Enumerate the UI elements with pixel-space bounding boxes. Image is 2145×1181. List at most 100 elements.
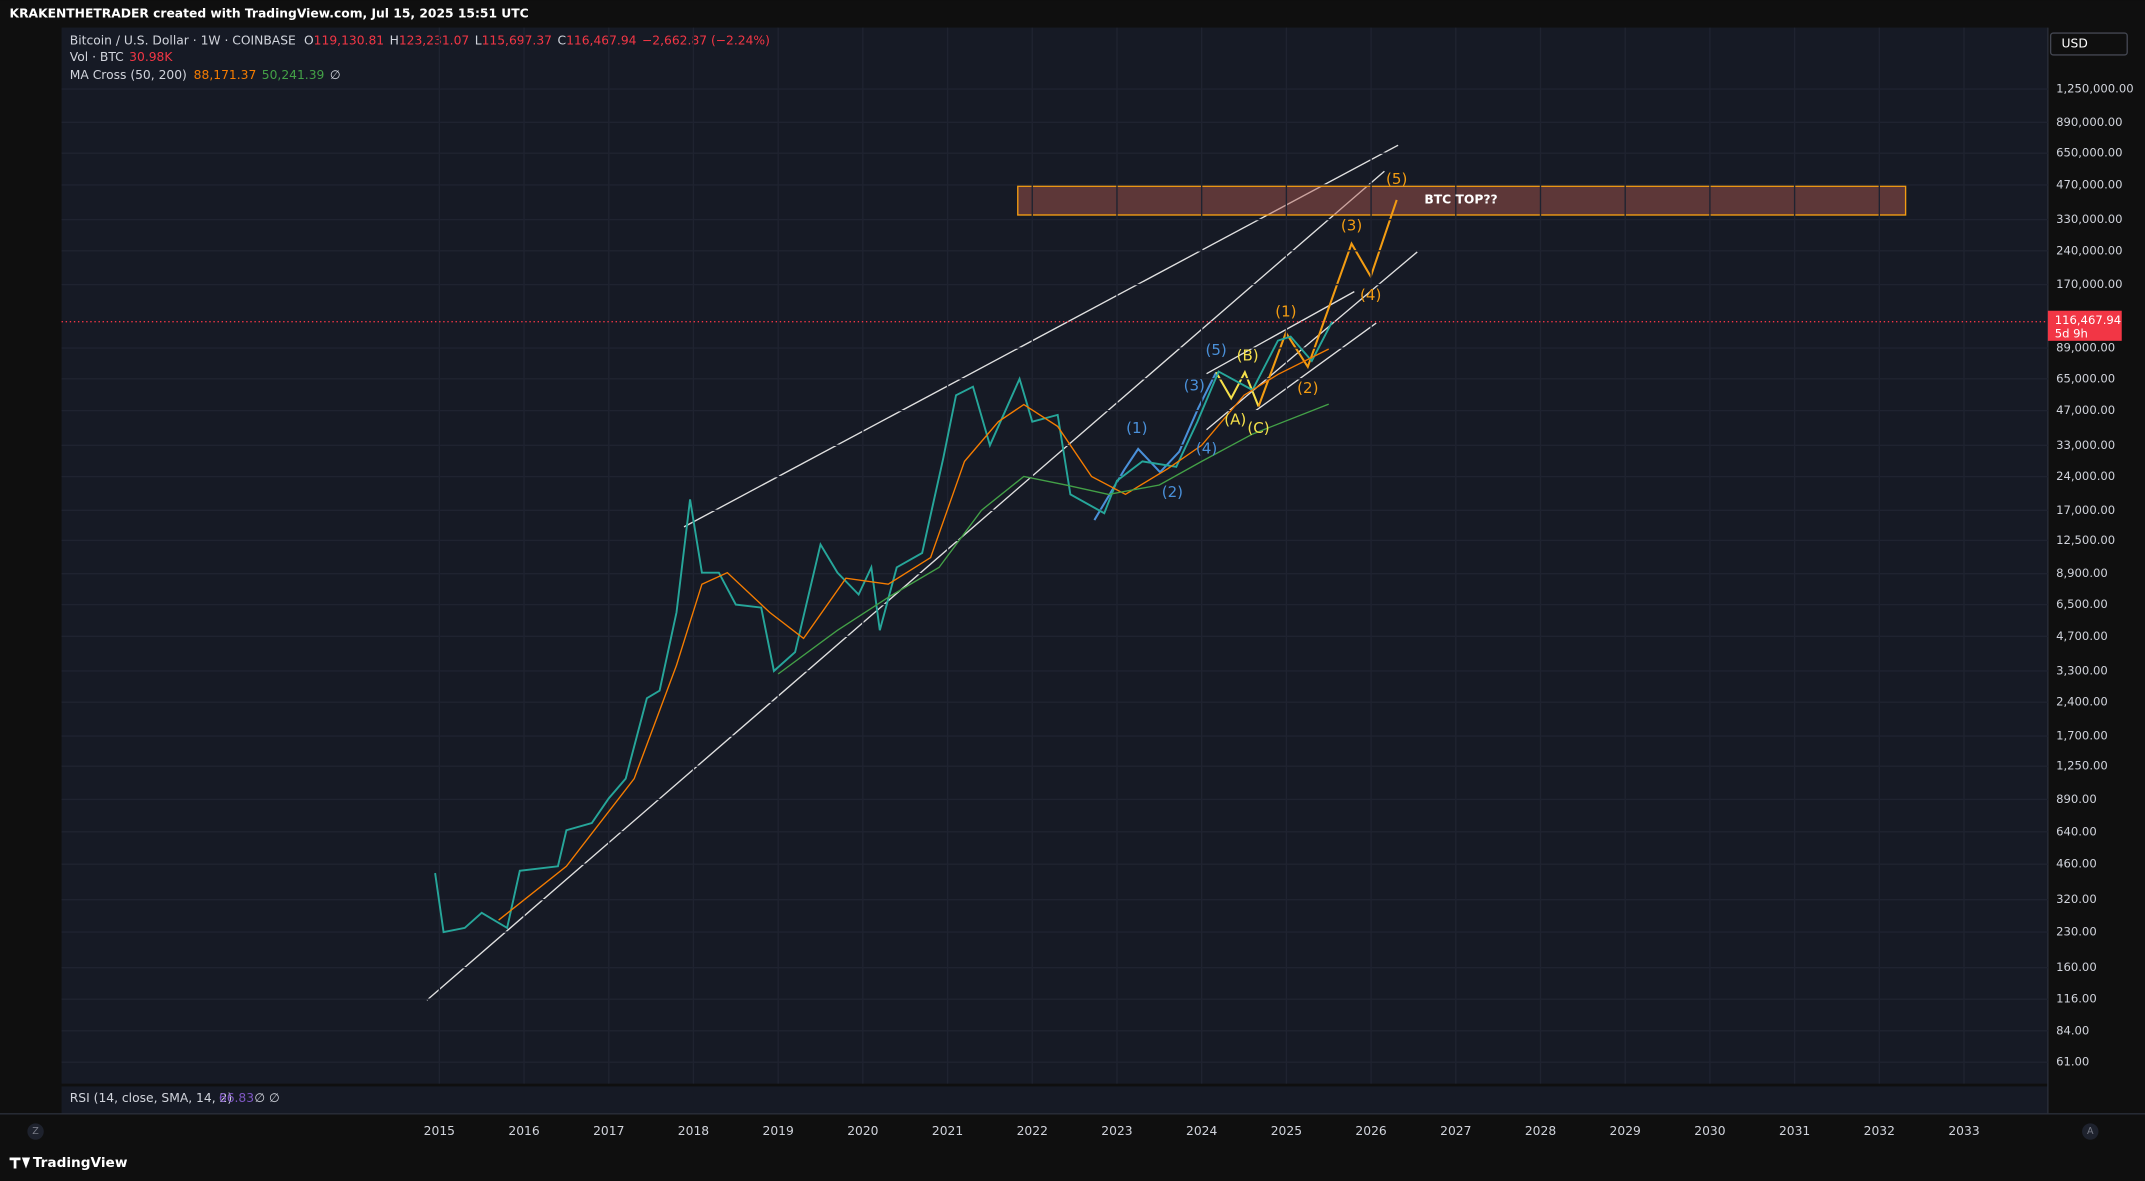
change: −2,662.87 (−2.24%) — [642, 34, 770, 48]
x-tick-label: 2020 — [847, 1124, 878, 1138]
ohlc-value: 123,231.07 — [399, 34, 469, 48]
y-tick-label: 65,000.00 — [2056, 371, 2115, 385]
wave-label: (5) — [1386, 170, 1407, 188]
trend-line — [426, 170, 1385, 1001]
ma-fast: 88,171.37 — [194, 68, 257, 82]
plot — [61, 27, 2048, 1084]
x-tick-label: 2017 — [593, 1124, 624, 1138]
rsi-extra: ∅ ∅ — [254, 1091, 279, 1105]
x-tick-label: 2025 — [1271, 1124, 1302, 1138]
volume-label: Vol · BTC — [70, 50, 124, 64]
wave-label: BTC TOP?? — [1424, 192, 1497, 206]
y-tick-label: 1,700.00 — [2056, 729, 2108, 743]
rsi-pane — [61, 1086, 2048, 1114]
countdown: 5d 9h — [2055, 326, 2088, 340]
series-line — [434, 321, 1333, 934]
x-tick-label: 2033 — [1948, 1124, 1979, 1138]
x-tick-label: 2028 — [1525, 1124, 1556, 1138]
legend: Bitcoin / U.S. Dollar · 1W · COINBASE O 11… — [70, 34, 770, 82]
y-tick-label: 61.00 — [2056, 1055, 2089, 1069]
y-tick-label: 84.00 — [2056, 1023, 2089, 1037]
wave-label: (4) — [1360, 286, 1381, 304]
series-line — [498, 348, 1330, 921]
wave-label: (C) — [1247, 419, 1269, 437]
y-tick-label: 116.00 — [2056, 992, 2097, 1006]
y-tick-label: 4,700.00 — [2056, 629, 2108, 643]
logo-icon — [9, 1157, 31, 1169]
ma-extra: ∅ — [330, 68, 341, 82]
ohlc-value: 116,467.94 — [566, 34, 637, 48]
chart-pane — [61, 27, 2048, 1084]
x-tick-label: 2021 — [932, 1124, 963, 1138]
ma-label: MA Cross (50, 200) — [70, 68, 187, 82]
wave-label: (4) — [1196, 439, 1217, 457]
target-zone — [1017, 185, 1907, 216]
wave-label: (3) — [1184, 376, 1205, 394]
zoom-label: Z — [32, 1126, 39, 1137]
y-tick-label: 890,000.00 — [2056, 115, 2122, 129]
wave-label: (5) — [1205, 341, 1226, 359]
channel-line — [1255, 322, 1377, 412]
y-tick-label: 320.00 — [2056, 892, 2097, 906]
x-tick-label: 2027 — [1440, 1124, 1471, 1138]
price-axis: 61.00 84.00 116.00 160.00 230.00 320.00 460.00… — [424, 82, 2134, 1139]
ohlc-key: L — [475, 34, 482, 48]
annotations: (1) (2) (3) (4) (5) (A) (B) (C) (1) (2) (3) (4) (5) B… — [1126, 170, 1497, 501]
wave-label: (3) — [1341, 216, 1362, 234]
ohlc-value: 119,130.81 — [314, 34, 384, 48]
y-tick-label: 230.00 — [2056, 925, 2097, 939]
y-tick-label: 8,900.00 — [2056, 566, 2108, 580]
x-tick-label: 2018 — [678, 1124, 709, 1138]
last-price-label: 116,467.94 — [2055, 313, 2121, 327]
wave-label: (2) — [1162, 483, 1183, 501]
ohlc-value: 115,697.37 — [482, 34, 552, 48]
ohlc-key: H — [390, 34, 399, 48]
trend-line — [683, 144, 1399, 528]
y-tick-label: 1,250,000.00 — [2056, 82, 2134, 96]
wave-path — [1093, 371, 1218, 521]
x-tick-label: 2023 — [1101, 1124, 1132, 1138]
y-tick-label: 470,000.00 — [2056, 177, 2122, 191]
drawings — [426, 144, 1907, 1001]
rsi-label: RSI (14, close, SMA, 14, 2) — [70, 1091, 232, 1105]
wave-label: (1) — [1126, 419, 1147, 437]
currency: USD — [2062, 36, 2088, 50]
ma-slow: 50,241.39 — [262, 68, 325, 82]
volume-value: 30.98K — [129, 50, 173, 64]
auto-button[interactable] — [2082, 1123, 2099, 1140]
y-tick-label: 17,000.00 — [2056, 503, 2115, 517]
zoom-button[interactable] — [27, 1123, 44, 1140]
auto-label: A — [2087, 1126, 2094, 1137]
channel-line — [1206, 251, 1418, 431]
y-tick-label: 3,300.00 — [2056, 663, 2108, 677]
logo: TradingView — [33, 1155, 128, 1171]
x-tick-label: 2016 — [508, 1124, 539, 1138]
header: KRAKENTHETRADER created with TradingView… — [10, 6, 529, 20]
y-tick-label: 890.00 — [2056, 792, 2097, 806]
y-tick-label: 12,500.00 — [2056, 533, 2115, 547]
x-tick-label: 2015 — [424, 1124, 455, 1138]
y-tick-label: 33,000.00 — [2056, 438, 2115, 452]
wave-label: (A) — [1224, 411, 1246, 429]
symbol: Bitcoin / U.S. Dollar · 1W · COINBASE — [70, 34, 296, 48]
x-tick-label: 2029 — [1610, 1124, 1641, 1138]
y-tick-label: 1,250.00 — [2056, 759, 2108, 773]
wave-label: (1) — [1275, 303, 1296, 321]
y-tick-label: 160.00 — [2056, 960, 2097, 974]
x-tick-label: 2032 — [1864, 1124, 1895, 1138]
y-tick-label: 650,000.00 — [2056, 146, 2122, 160]
x-tick-label: 2026 — [1355, 1124, 1386, 1138]
currency-button[interactable] — [2049, 32, 2128, 56]
y-tick-label: 170,000.00 — [2056, 277, 2122, 291]
y-tick-label: 240,000.00 — [2056, 243, 2122, 257]
rsi-value: 66.83 — [219, 1091, 254, 1105]
ohlc-key: O — [304, 34, 314, 48]
y-tick-label: 47,000.00 — [2056, 403, 2115, 417]
y-tick-label: 24,000.00 — [2056, 469, 2115, 483]
x-tick-label: 2022 — [1017, 1124, 1048, 1138]
last-price-box — [2047, 310, 2122, 341]
wave-label: (2) — [1297, 379, 1318, 397]
x-tick-label: 2019 — [763, 1124, 794, 1138]
